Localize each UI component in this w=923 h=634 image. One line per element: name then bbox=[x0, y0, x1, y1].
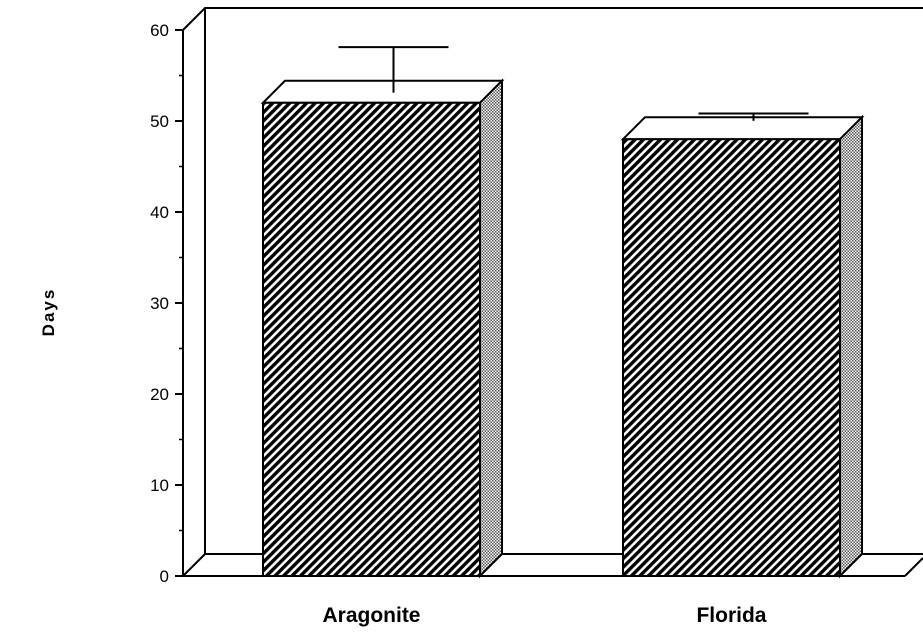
y-axis: 0 10 20 30 40 50 60 bbox=[150, 21, 184, 586]
bars-group bbox=[260, 46, 865, 579]
y-axis-title: Days bbox=[39, 288, 58, 337]
bar-front-face bbox=[262, 101, 481, 578]
y-tick-label: 20 bbox=[150, 385, 169, 404]
error-bar-florida bbox=[698, 112, 809, 121]
bar-top-face bbox=[260, 79, 505, 104]
y-tick-label: 60 bbox=[150, 21, 169, 40]
bar-side-face bbox=[839, 114, 863, 579]
y-tick-label: 50 bbox=[150, 112, 169, 131]
bar-front-face bbox=[622, 138, 841, 577]
floor-right-edge bbox=[904, 557, 923, 577]
x-category-label: Florida bbox=[696, 604, 766, 627]
x-axis-labels: Aragonite Florida bbox=[322, 604, 766, 627]
error-bar-aragonite bbox=[338, 46, 449, 93]
y-tick-label: 30 bbox=[150, 294, 169, 313]
bar-aragonite bbox=[260, 46, 505, 579]
x-category-label: Aragonite bbox=[322, 604, 420, 627]
bar-side-face bbox=[479, 78, 503, 579]
back-wall-top bbox=[182, 7, 923, 31]
y-tick-label: 0 bbox=[160, 567, 169, 586]
bar-florida bbox=[620, 112, 865, 579]
y-tick-label: 40 bbox=[150, 203, 169, 222]
y-tick-label: 10 bbox=[150, 476, 169, 495]
bar-top-face bbox=[620, 116, 865, 141]
